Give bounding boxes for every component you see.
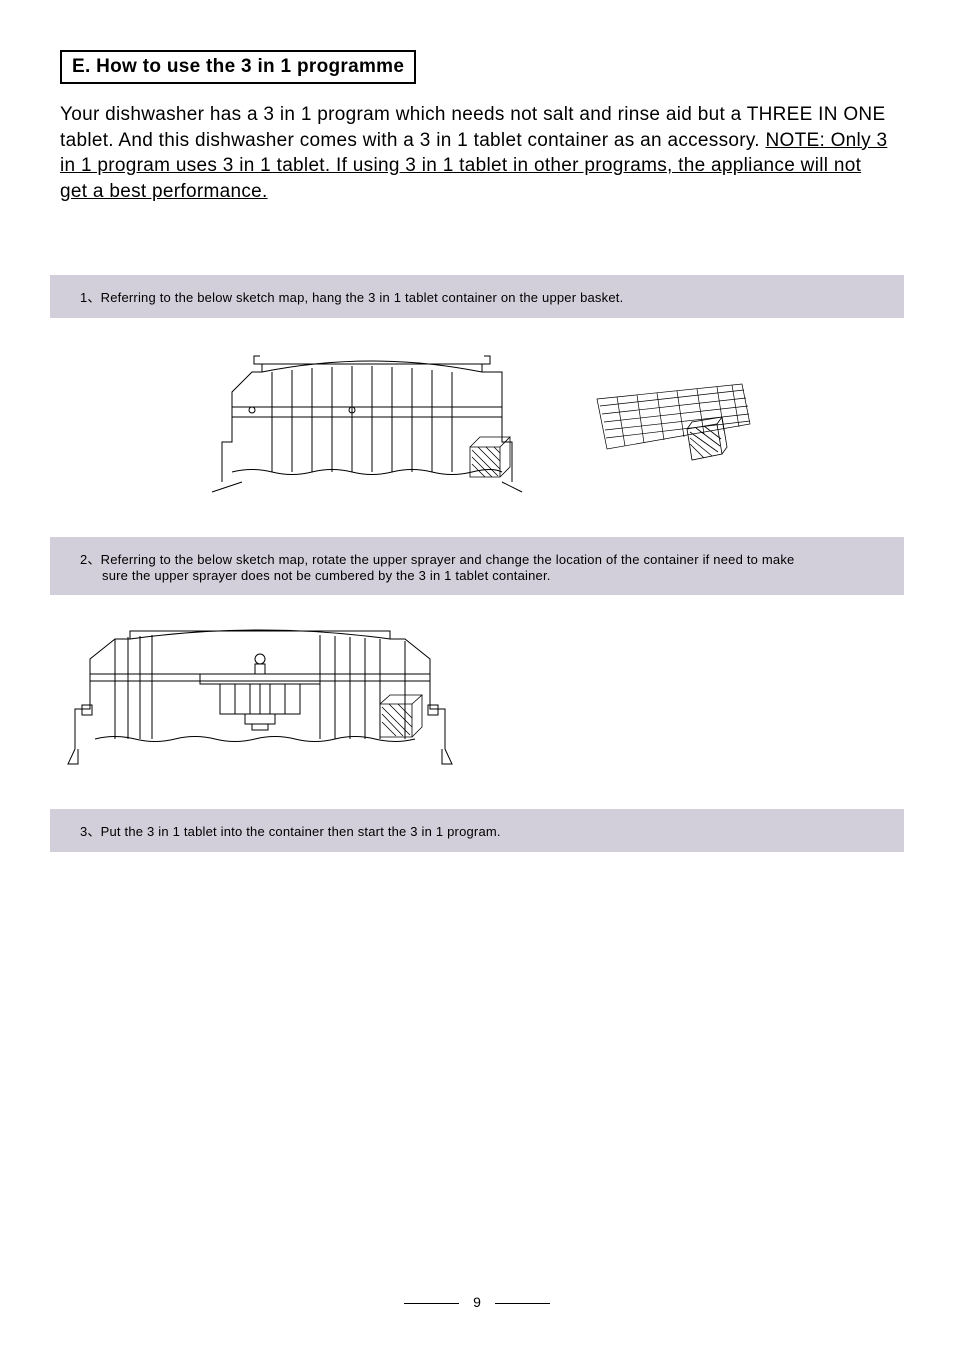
page-num-line-left (404, 1303, 459, 1304)
diagram-1-area (60, 320, 894, 537)
page-number: 9 (473, 1294, 481, 1310)
step-2-text-line1: 2、Referring to the below sketch map, rot… (80, 552, 794, 567)
section-heading: E. How to use the 3 in 1 programme (60, 50, 416, 84)
diagram-2-area (60, 597, 894, 809)
diagram-1-main (202, 342, 532, 502)
step-1-bar: 1、Referring to the below sketch map, han… (50, 275, 904, 320)
step-2-text-line2: sure the upper sprayer does not be cumbe… (80, 568, 884, 583)
step-3-text: 3、Put the 3 in 1 tablet into the contain… (80, 824, 501, 839)
step-1-text: 1、Referring to the below sketch map, han… (80, 290, 623, 305)
page-num-line-right (495, 1303, 550, 1304)
diagram-1-aux (592, 374, 752, 469)
step-2-bar: 2、Referring to the below sketch map, rot… (50, 537, 904, 597)
page-number-footer: 9 (0, 1294, 954, 1310)
intro-paragraph: Your dishwasher has a 3 in 1 program whi… (60, 102, 894, 205)
step-3-bar: 3、Put the 3 in 1 tablet into the contain… (50, 809, 904, 854)
diagram-2 (60, 619, 894, 774)
intro-text: Your dishwasher has a 3 in 1 program whi… (60, 104, 885, 151)
